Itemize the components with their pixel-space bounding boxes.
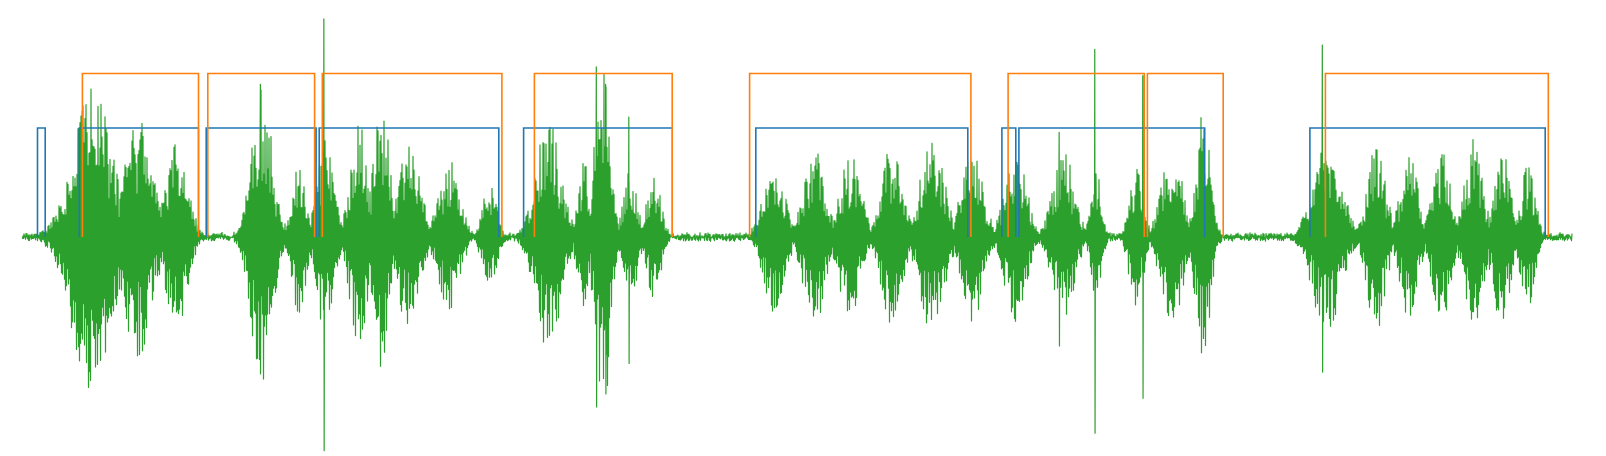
waveform-layer — [22, 19, 1572, 451]
vad-blue-segment-1 — [38, 128, 46, 237]
waveform-series — [22, 19, 1572, 451]
